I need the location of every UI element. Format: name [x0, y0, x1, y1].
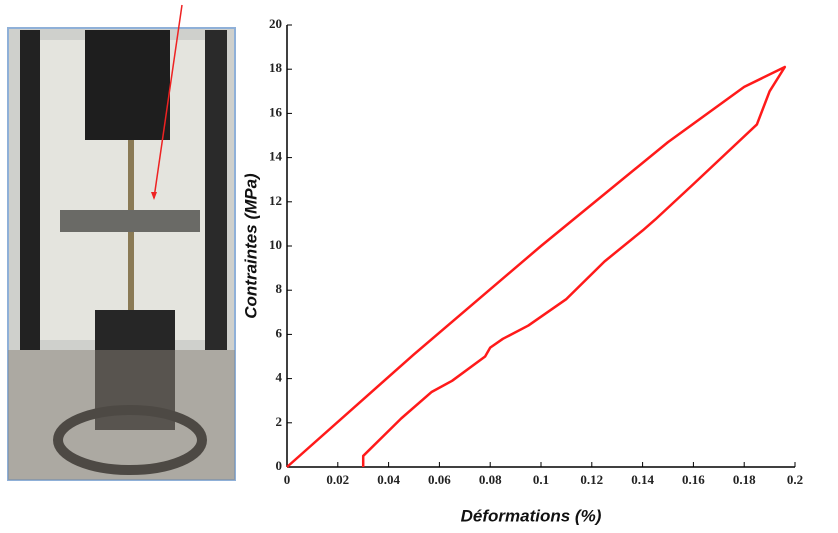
x-axis-label: Déformations (%) — [461, 506, 602, 525]
y-tick-label: 12 — [269, 193, 282, 208]
y-axis-label: Contraintes (MPa) — [241, 173, 260, 319]
data-line — [286, 65, 787, 468]
x-tick-label: 0.02 — [326, 472, 349, 487]
x-tick-label: 0.14 — [631, 472, 654, 487]
y-tick-label: 18 — [269, 60, 283, 75]
x-tick-label: 0.12 — [580, 472, 603, 487]
x-tick-label: 0.18 — [733, 472, 756, 487]
x-tick-label: 0.08 — [479, 472, 502, 487]
photo — [7, 4, 236, 481]
x-tick-label: 0 — [284, 472, 291, 487]
y-tick-label: 8 — [276, 281, 283, 296]
y-tick-label: 16 — [269, 104, 283, 119]
y-tick-label: 10 — [269, 237, 282, 252]
y-tick-label: 2 — [276, 414, 283, 429]
y-tick-label: 6 — [276, 325, 283, 340]
x-tick-label: 0.1 — [533, 472, 549, 487]
x-tick-label: 0.2 — [787, 472, 803, 487]
y-tick-label: 14 — [269, 149, 283, 164]
y-tick-label: 4 — [276, 370, 283, 385]
x-tick-label: 0.16 — [682, 472, 705, 487]
y-tick-label: 0 — [276, 458, 283, 473]
y-tick-label: 20 — [269, 16, 282, 31]
x-tick-label: 0.06 — [428, 472, 451, 487]
x-tick-label: 0.04 — [377, 472, 400, 487]
